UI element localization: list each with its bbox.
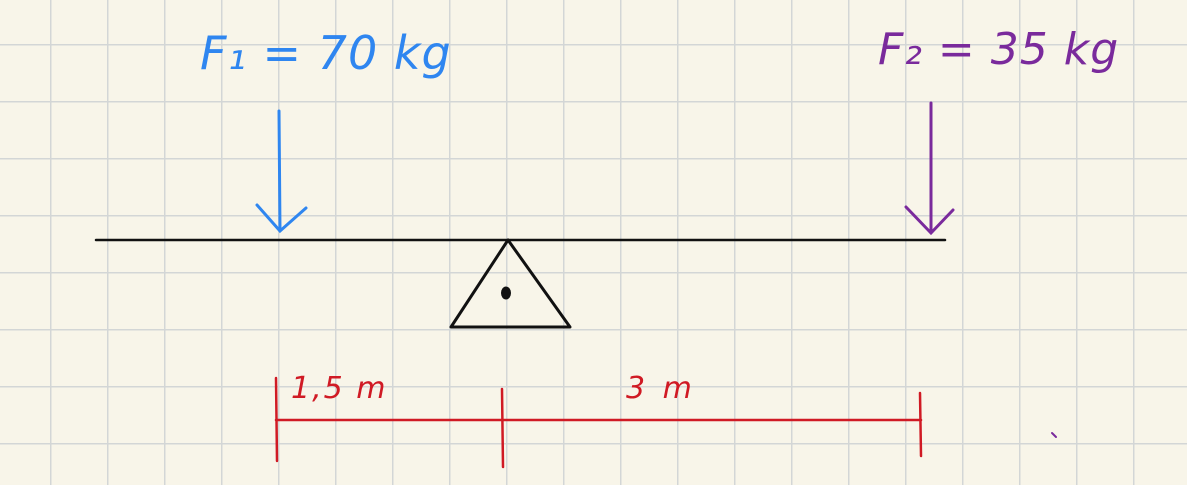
dimension-tick-middle [500, 387, 505, 469]
fulcrum-triangle [449, 238, 572, 329]
distance-label-left: 1,5 m [291, 371, 388, 406]
force-label-f1: F₁ = 70 kg [200, 26, 452, 80]
fulcrum-pivot-dot [501, 286, 511, 300]
force-arrow-f1 [255, 109, 308, 234]
dimension-tick-right [918, 391, 923, 458]
distance-dimension [274, 376, 923, 469]
force-arrow-f2 [904, 101, 955, 236]
dimension-tick-left [274, 376, 279, 463]
pen-speck [1051, 432, 1057, 438]
distance-label-right: 3 m [626, 371, 696, 406]
force-label-f2: F₂ = 35 kg [878, 24, 1120, 75]
